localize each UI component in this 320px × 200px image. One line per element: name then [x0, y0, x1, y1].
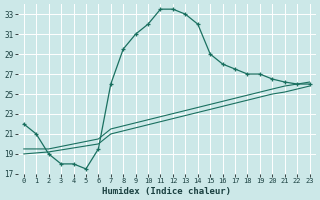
X-axis label: Humidex (Indice chaleur): Humidex (Indice chaleur)	[102, 187, 231, 196]
